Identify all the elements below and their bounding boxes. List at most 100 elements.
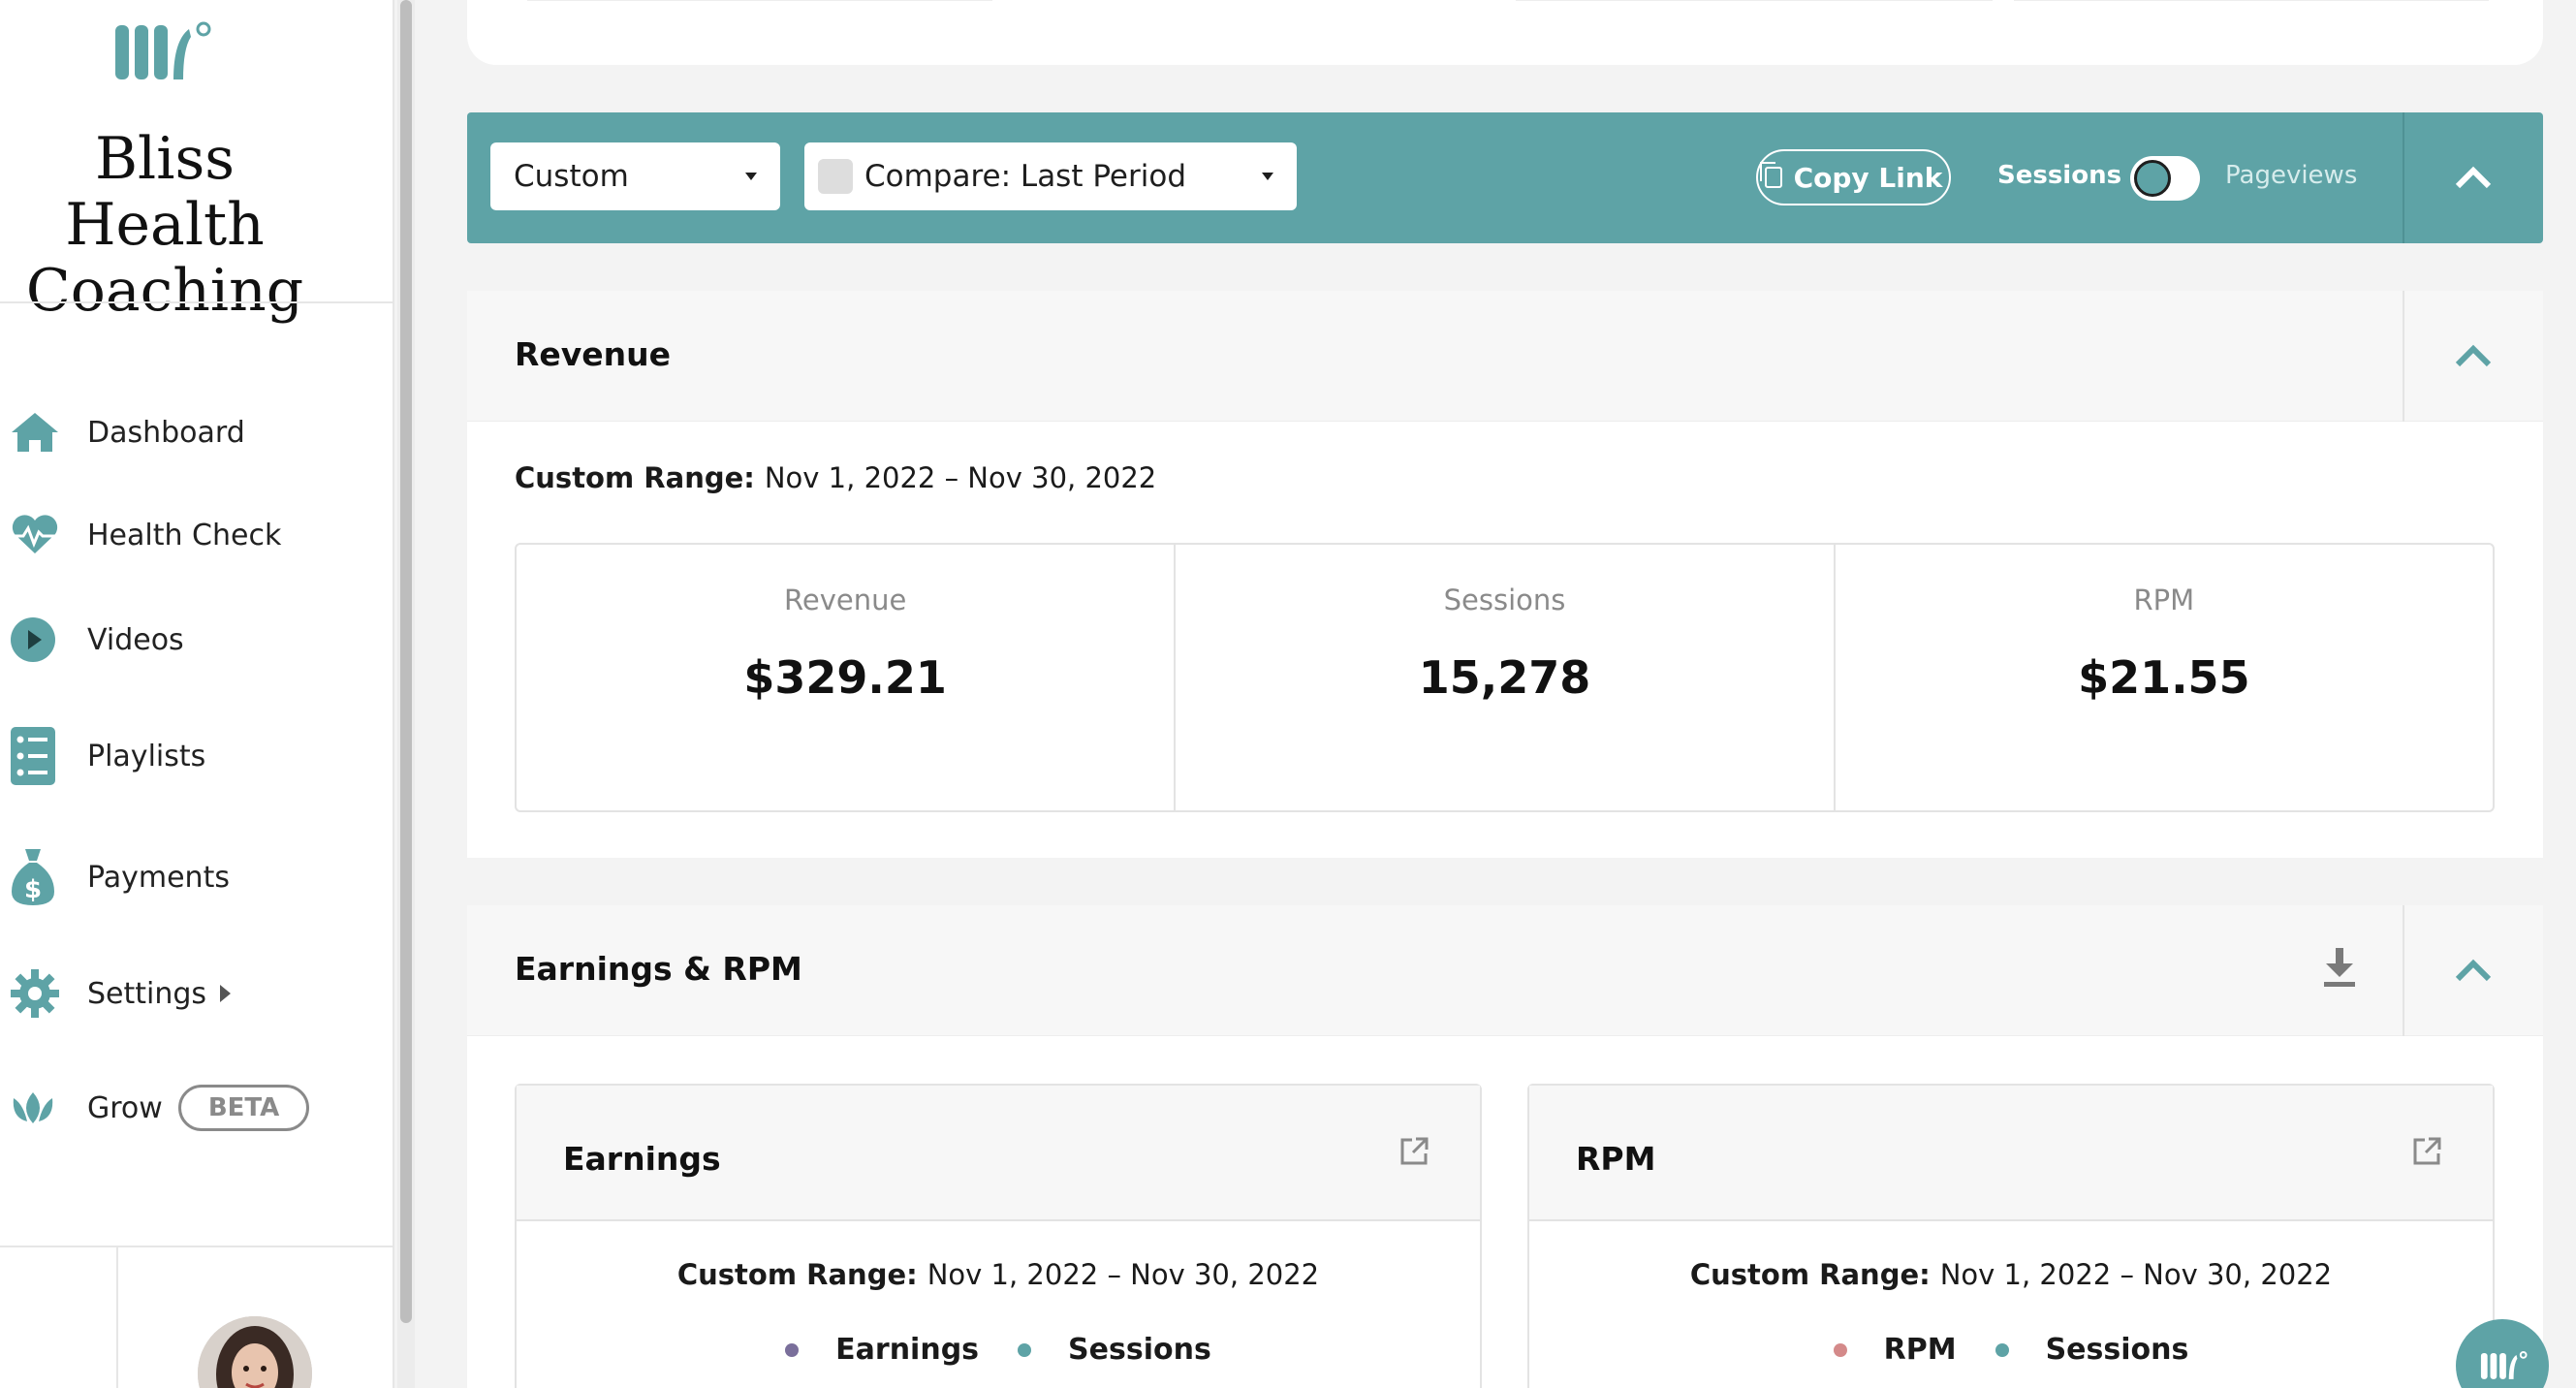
beta-badge: BETA <box>177 1085 310 1131</box>
dropdown-arrow-icon <box>745 173 757 180</box>
list-icon <box>0 722 87 790</box>
top-card <box>467 0 2543 65</box>
copy-link-button[interactable]: Copy Link <box>1756 149 1951 205</box>
panel-header: RPM <box>1529 1086 2493 1221</box>
divider <box>0 301 393 303</box>
leaf-icon <box>0 1074 87 1142</box>
nav-item-health-check[interactable]: Health Check <box>0 501 388 569</box>
range-value: Nov 1, 2022 – Nov 30, 2022 <box>764 461 1157 494</box>
range-text: Custom Range: Nov 1, 2022 – Nov 30, 2022 <box>1529 1258 2493 1291</box>
caret-right-icon <box>220 985 232 1002</box>
play-icon <box>0 606 87 674</box>
divider <box>2014 0 2489 1</box>
legend-item-rpm[interactable]: RPM <box>1883 1333 1957 1367</box>
nav-item-settings[interactable]: Settings <box>0 960 388 1027</box>
nav-label: Payments <box>87 860 230 895</box>
nav-item-videos[interactable]: Videos <box>0 606 388 674</box>
range-text: Custom Range: Nov 1, 2022 – Nov 30, 2022 <box>517 1258 1480 1291</box>
divider <box>1516 0 1993 1</box>
help-chat-button[interactable] <box>2456 1319 2549 1388</box>
panel-title: Earnings <box>563 1140 721 1178</box>
svg-text:$: $ <box>24 875 42 904</box>
copy-link-label: Copy Link <box>1793 161 1943 194</box>
legend-item-sessions[interactable]: Sessions <box>2045 1333 2189 1367</box>
date-range-select[interactable]: Custom <box>490 142 780 210</box>
metric-revenue: Revenue $329.21 <box>517 545 1177 810</box>
dropdown-arrow-icon <box>1262 173 1273 180</box>
earnings-rpm-card: Earnings & RPM Earnings Custom Range: Nov… <box>467 905 2543 1388</box>
home-icon <box>0 398 87 466</box>
divider <box>0 1246 393 1247</box>
nav-item-dashboard[interactable]: Dashboard <box>0 398 388 466</box>
toggle-pageviews-label: Pageviews <box>2225 161 2358 190</box>
chevron-up-icon[interactable] <box>2454 159 2493 198</box>
divider <box>2403 112 2404 243</box>
sidebar-scrollbar[interactable] <box>397 0 415 1388</box>
chart-legend: Earnings Sessions <box>517 1333 1480 1367</box>
panel-header: Earnings <box>517 1086 1480 1221</box>
logo-icon <box>2480 1351 2528 1379</box>
external-link-icon[interactable] <box>2411 1136 2442 1167</box>
range-value: Nov 1, 2022 – Nov 30, 2022 <box>1939 1258 2333 1291</box>
divider <box>2403 905 2404 1036</box>
nav-label: Settings <box>87 976 207 1011</box>
money-bag-icon: $ <box>0 843 87 911</box>
earnings-chart-panel: Earnings Custom Range: Nov 1, 2022 – Nov … <box>515 1084 1482 1388</box>
chart-legend: RPM Sessions <box>1529 1333 2493 1367</box>
range-label: Custom Range: <box>1689 1258 1931 1291</box>
revenue-card-header: Revenue <box>467 291 2543 422</box>
divider <box>116 1247 118 1388</box>
compare-value: Compare: Last Period <box>864 159 1187 194</box>
legend-dot <box>1995 1342 2009 1357</box>
nav-item-grow[interactable]: Grow BETA <box>0 1074 388 1142</box>
legend-dot <box>785 1342 800 1357</box>
metric-value: 15,278 <box>1418 651 1591 704</box>
avatar[interactable] <box>198 1316 312 1388</box>
nav-label: Videos <box>87 622 184 657</box>
range-text: Custom Range: Nov 1, 2022 – Nov 30, 2022 <box>515 461 1156 494</box>
revenue-card: Revenue Custom Range: Nov 1, 2022 – Nov 3… <box>467 291 2543 858</box>
chevron-up-icon[interactable] <box>2454 337 2493 376</box>
range-label: Custom Range: <box>515 461 755 494</box>
card-title: Earnings & RPM <box>515 950 802 988</box>
toggle-sessions-label: Sessions <box>1997 161 2122 190</box>
toggle-knob <box>2134 160 2171 197</box>
legend-dot <box>1833 1342 1847 1357</box>
metric-value: $329.21 <box>743 651 947 704</box>
compare-select[interactable]: Compare: Last Period <box>804 142 1297 210</box>
external-link-icon[interactable] <box>1398 1136 1429 1167</box>
sidebar: Bliss Health Coaching Dashboard Health C… <box>0 0 394 1388</box>
heart-pulse-icon <box>0 501 87 569</box>
date-range-value: Custom <box>514 159 629 194</box>
brand-line-1: Bliss Health <box>65 125 265 259</box>
nav-item-playlists[interactable]: Playlists <box>0 722 388 790</box>
scrollbar-thumb[interactable] <box>400 0 412 1323</box>
metric-label: Sessions <box>1443 584 1566 616</box>
nav-item-payments[interactable]: $ Payments <box>0 843 388 911</box>
rpm-chart-panel: RPM Custom Range: Nov 1, 2022 – Nov 30, 2… <box>1527 1084 2495 1388</box>
brand-name: Bliss Health Coaching <box>0 126 330 324</box>
panel-title: RPM <box>1576 1140 1656 1178</box>
copy-icon <box>1759 162 1782 188</box>
brand-line-2: Coaching <box>25 257 304 325</box>
legend-item-sessions[interactable]: Sessions <box>1068 1333 1211 1367</box>
divider <box>527 0 992 1</box>
sessions-pageviews-toggle[interactable] <box>2130 156 2200 201</box>
metric-sessions: Sessions 15,278 <box>1176 545 1836 810</box>
chevron-up-icon[interactable] <box>2454 952 2493 991</box>
metric-label: Revenue <box>784 584 907 616</box>
nav-label: Playlists <box>87 739 206 773</box>
metric-value: $21.55 <box>2078 651 2250 704</box>
earnings-rpm-card-header: Earnings & RPM <box>467 905 2543 1036</box>
metric-label: RPM <box>2133 584 2195 616</box>
range-label: Custom Range: <box>676 1258 918 1291</box>
legend-item-earnings[interactable]: Earnings <box>835 1333 980 1367</box>
nav-label: Health Check <box>87 518 282 552</box>
nav-label: Dashboard <box>87 415 245 450</box>
filter-bar: Custom Compare: Last Period Copy Link Se… <box>467 112 2543 243</box>
compare-checkbox[interactable] <box>818 159 853 194</box>
nav-label: Grow <box>87 1090 163 1125</box>
logo-icon[interactable] <box>111 16 212 83</box>
divider <box>2403 291 2404 422</box>
download-icon[interactable] <box>2320 946 2359 989</box>
